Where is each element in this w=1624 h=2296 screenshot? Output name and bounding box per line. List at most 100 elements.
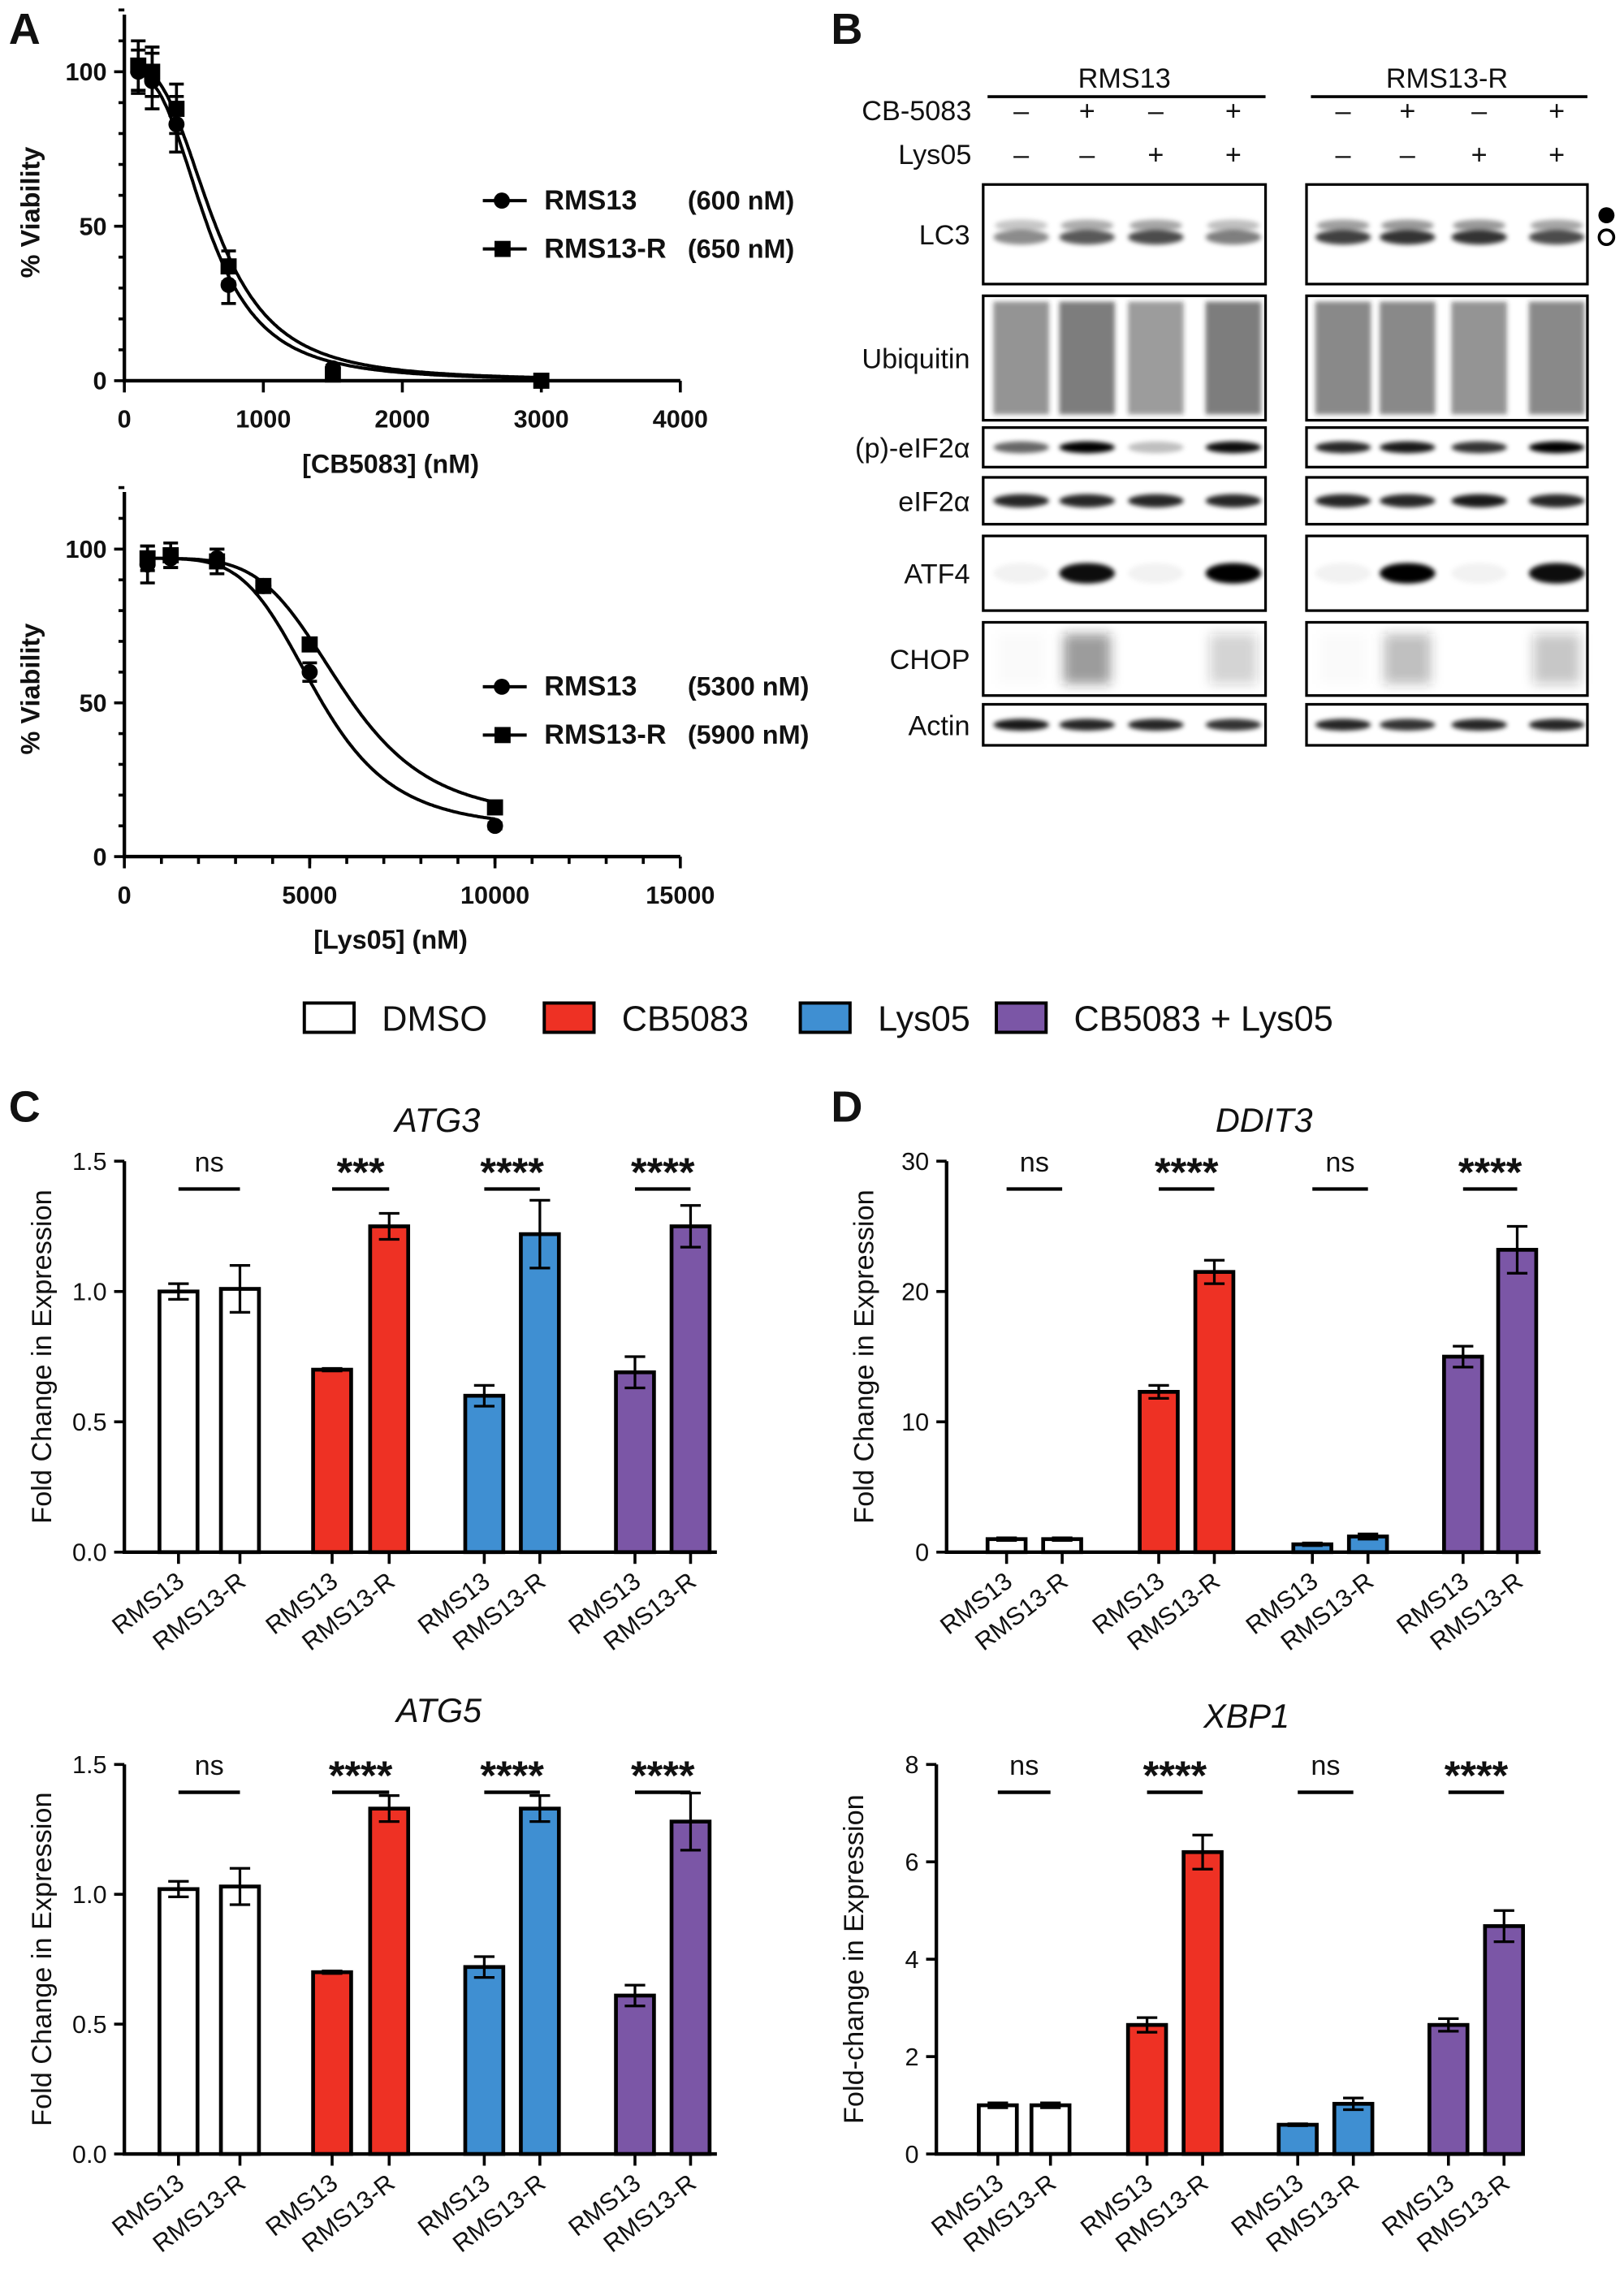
error-bar: [168, 1880, 189, 1899]
data-point-square: [168, 101, 185, 117]
fit-curve-0: [137, 71, 542, 380]
y-tick-label: 0: [905, 2141, 918, 2169]
blot-band: [1451, 719, 1507, 731]
fit-curve-0: [147, 556, 495, 821]
x-tick-label: 10000: [460, 882, 529, 909]
significance-label: ns: [1009, 1750, 1039, 1781]
blot-band-lc3-ii: [1059, 230, 1115, 245]
data-point-square: [533, 373, 550, 389]
y-tick-label: 0: [93, 844, 106, 871]
bar: [1181, 1849, 1224, 2156]
blot-band: [1528, 494, 1585, 507]
error-bar: [996, 1536, 1017, 1542]
blot-blob: [1533, 633, 1580, 684]
data-point-square: [139, 550, 156, 567]
chart-title: DDIT3: [1216, 1101, 1313, 1139]
error-bar: [1052, 1536, 1073, 1542]
bar: [614, 1370, 656, 1555]
blot-band-lc3-ii: [1451, 230, 1507, 245]
blot-band: [1128, 441, 1184, 454]
blot-row-label: LC3: [919, 220, 970, 251]
blot-row-label: eIF2α: [898, 486, 970, 517]
legend-series-name: RMS13-R: [544, 233, 667, 264]
bar: [1138, 1390, 1180, 1555]
panel-label-b: B: [831, 5, 862, 54]
blot-group-label: RMS13-R: [1386, 63, 1508, 94]
y-tick-label: 100: [65, 536, 106, 563]
bar: [218, 1884, 261, 2156]
y-tick-label: 8: [905, 1751, 918, 1779]
data-point-square: [301, 636, 318, 653]
fit-curve-1: [137, 65, 542, 379]
y-tick-label: 1.0: [72, 1881, 107, 1909]
dose-response-chart: 0 50 100 0 5000 10000 15000 [Lys05] (nM) % Viabi…: [16, 486, 810, 955]
y-axis-label: % Viability: [16, 147, 45, 278]
x-axis-label: [Lys05] (nM): [313, 926, 468, 955]
data-point-square: [255, 577, 272, 594]
y-tick-label: 0.0: [72, 2141, 107, 2169]
treatment-label: CB-5083: [862, 96, 971, 127]
legend-series-name: RMS13: [544, 185, 637, 216]
blot-blob: [1384, 633, 1432, 684]
blot-band: [993, 441, 1049, 454]
chart-title: ATG5: [394, 1691, 482, 1729]
blot-band: [993, 494, 1049, 507]
treatment-sign: –: [1336, 140, 1352, 170]
treatment-sign: +: [1225, 140, 1242, 170]
x-tick-label: 0: [118, 882, 132, 909]
error-bar: [322, 1969, 343, 1975]
significance-label: ns: [195, 1147, 224, 1178]
legend-series-name: RMS13-R: [544, 719, 667, 750]
panel-label-c: C: [9, 1083, 41, 1132]
blot-row-label: ATF4: [904, 559, 970, 590]
bar: [1332, 2101, 1375, 2156]
significance-label: ns: [195, 1750, 224, 1781]
significance-label: ****: [1458, 1149, 1522, 1195]
legend-series-name: RMS13: [544, 671, 637, 702]
y-tick-label: 1.5: [72, 1148, 107, 1176]
data-point-square: [220, 258, 237, 275]
legend-ic50: (5900 nM): [688, 720, 810, 749]
blot-band: [1205, 719, 1262, 731]
bar: [1125, 2022, 1168, 2156]
bar: [368, 1806, 411, 2156]
legend-circle-icon: [494, 678, 510, 695]
bar: [158, 1289, 200, 1555]
blot-blob: [1210, 633, 1257, 684]
significance-label: ns: [1325, 1147, 1354, 1178]
error-bar: [1343, 2096, 1364, 2112]
blot-band-lc3-ii: [1528, 230, 1585, 245]
treatment-sign: +: [1548, 96, 1565, 127]
error-bar: [624, 1983, 646, 2008]
blot-band: [1528, 563, 1585, 584]
error-bar: [168, 1282, 189, 1301]
treatment-sign: +: [1147, 140, 1164, 170]
legend-ic50: (5300 nM): [688, 672, 810, 701]
bar: [1193, 1270, 1236, 1555]
y-tick-label: 100: [65, 58, 106, 86]
blot-group-label: RMS13: [1078, 63, 1171, 94]
blot-band: [1451, 494, 1507, 507]
x-tick-label: 4000: [653, 406, 708, 434]
legend-circle-icon: [494, 192, 510, 209]
legend-square-icon: [495, 727, 511, 744]
error-bar: [624, 1355, 646, 1390]
bar: [218, 1287, 261, 1555]
blot-band: [1528, 719, 1585, 731]
error-bar: [229, 1867, 251, 1906]
bar: [1427, 2022, 1470, 2156]
blot-row-label: CHOP: [890, 645, 970, 675]
blot-band-lc3-ii: [1380, 230, 1436, 245]
error-bar: [987, 2101, 1009, 2109]
bar: [977, 2103, 1019, 2156]
error-bar: [1287, 2122, 1308, 2127]
treatment-sign: –: [1400, 140, 1416, 170]
blot-band-lc3-i: [1316, 219, 1370, 231]
blot-smear: [1451, 301, 1507, 415]
y-tick-label: 6: [905, 1849, 918, 1876]
significance-label: ns: [1311, 1750, 1340, 1781]
x-tick-label: 2000: [374, 406, 430, 434]
